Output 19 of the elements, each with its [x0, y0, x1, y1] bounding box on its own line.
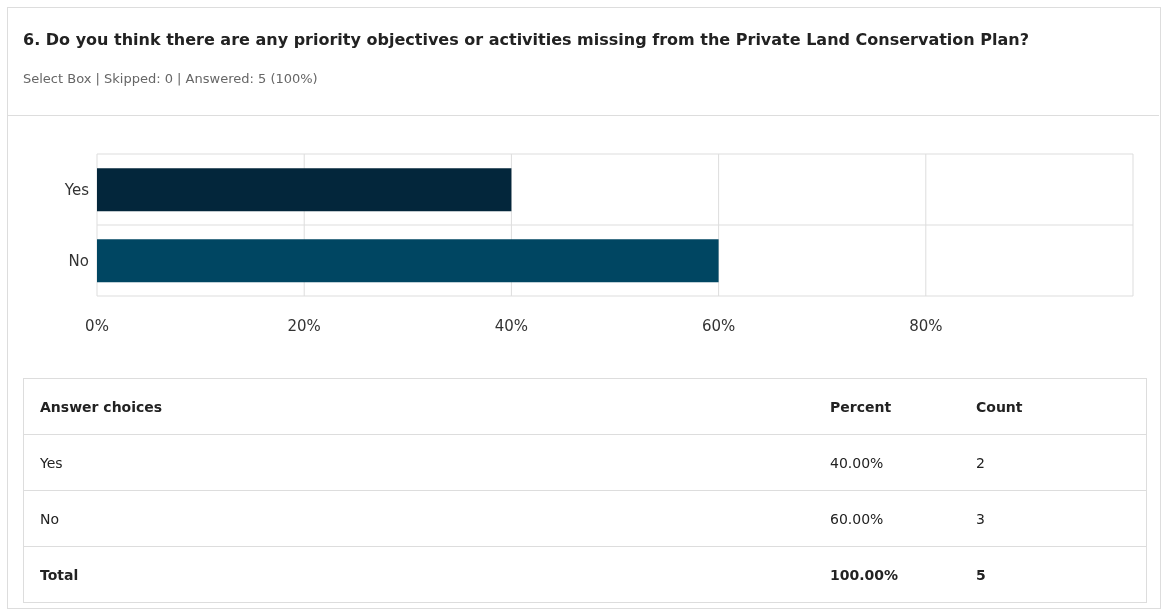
- category-label: Yes: [40, 454, 63, 471]
- text: 5: [976, 565, 986, 585]
- x-tick-label: 40%: [494, 316, 529, 335]
- chart-title: 6. Do you think there are any priority objectives or activities missing from the Private Land Conservation Plan?: [23, 29, 1030, 50]
- text: 100.00%: [830, 565, 899, 585]
- text: 60.00%: [830, 509, 884, 529]
- x-tick-label: 80%: [909, 316, 943, 335]
- text: 40.00%: [830, 453, 884, 473]
- text: 2: [976, 453, 985, 473]
- x-tick-label: 60%: [701, 316, 736, 335]
- category-label: No: [40, 510, 60, 527]
- chart-subtitle: Select Box | Skipped: 0 | Answered: 5 (100%): [23, 71, 318, 86]
- text: Percent: [830, 397, 892, 417]
- x-tick-label: 0%: [85, 316, 109, 335]
- x-tick-label: 20%: [287, 316, 321, 335]
- text: 3: [976, 509, 985, 529]
- text: Count: [976, 397, 1023, 417]
- text: Answer choices: [40, 397, 163, 417]
- text: Total: [40, 565, 79, 585]
